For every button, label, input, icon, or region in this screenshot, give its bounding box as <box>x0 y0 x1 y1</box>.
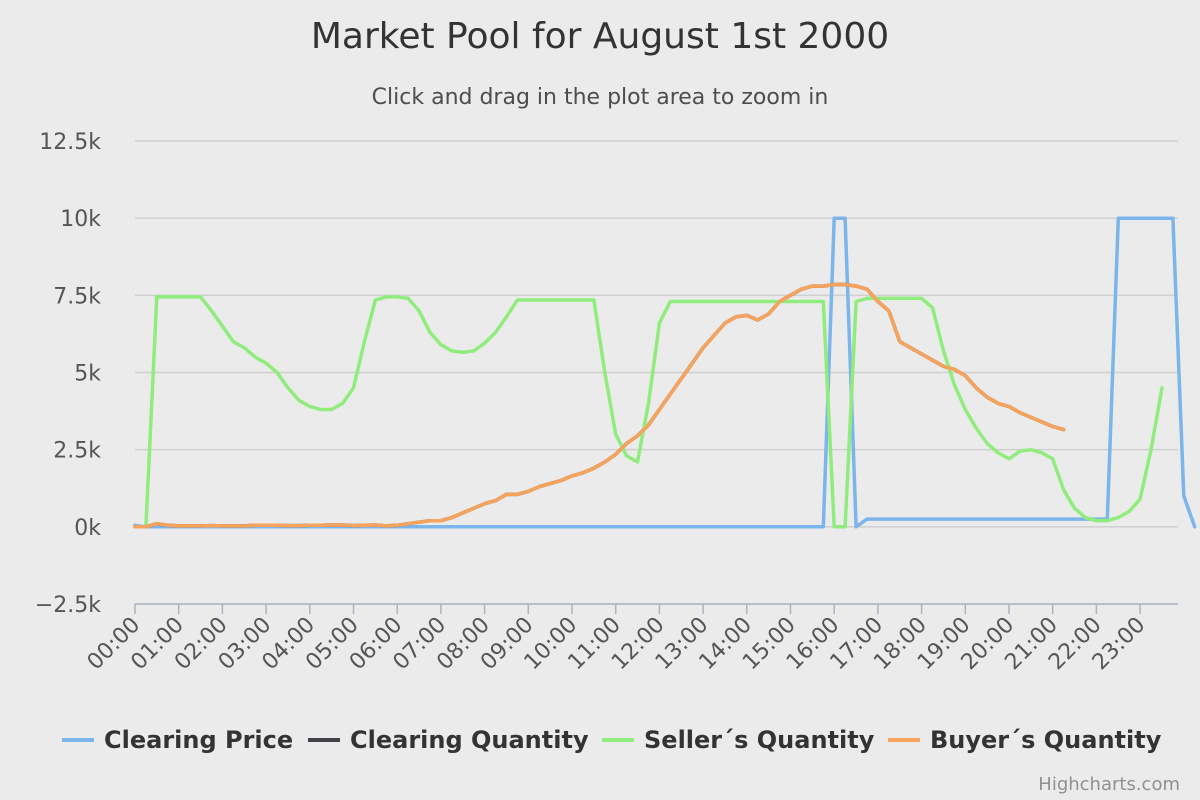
legend-label: Buyer´s Quantity <box>930 726 1162 754</box>
chart-title: Market Pool for August 1st 2000 <box>311 16 889 57</box>
credits-link[interactable]: Highcharts.com <box>1038 774 1180 795</box>
y-tick-label: −2.5k <box>35 593 101 618</box>
legend-item[interactable]: Clearing Price <box>62 726 293 754</box>
legend-item[interactable]: Buyer´s Quantity <box>888 726 1162 754</box>
plot-area[interactable] <box>133 216 1197 529</box>
series-line-seller-s-quantity[interactable] <box>133 295 1164 529</box>
chart-subtitle: Click and drag in the plot area to zoom … <box>372 85 829 110</box>
y-tick-label: 5k <box>74 362 101 387</box>
y-tick-label: 10k <box>60 207 101 232</box>
legend: Clearing Price Clearing Quantity Seller´s … <box>62 726 1162 754</box>
y-tick-label: 2.5k <box>53 439 101 464</box>
y-tick-label: 7.5k <box>53 284 101 309</box>
legend-label: Clearing Price <box>104 726 293 754</box>
legend-label: Clearing Quantity <box>350 726 589 754</box>
y-tick-label: 0k <box>74 516 101 541</box>
y-axis: −2.5k 0k 2.5k 5k 7.5k 10k 12.5k <box>35 130 101 618</box>
legend-item[interactable]: Clearing Quantity <box>308 726 589 754</box>
legend-item[interactable]: Seller´s Quantity <box>602 726 875 754</box>
series-line-buyer-s-quantity[interactable] <box>133 282 1066 529</box>
legend-label: Seller´s Quantity <box>644 726 875 754</box>
y-tick-label: 12.5k <box>39 130 101 155</box>
